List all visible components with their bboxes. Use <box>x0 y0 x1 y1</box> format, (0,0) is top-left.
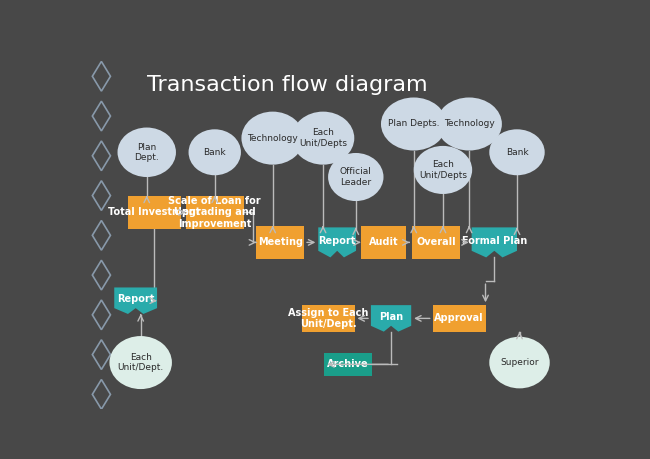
Text: Bank: Bank <box>506 148 528 157</box>
Text: Each
Unit/Depts: Each Unit/Depts <box>419 160 467 179</box>
Text: Each
Unit/Depts: Each Unit/Depts <box>299 129 347 148</box>
Text: Superior: Superior <box>500 358 539 367</box>
Text: Transaction flow diagram: Transaction flow diagram <box>147 74 427 95</box>
Text: Report: Report <box>117 294 154 304</box>
Ellipse shape <box>109 336 172 389</box>
Ellipse shape <box>292 112 354 165</box>
FancyBboxPatch shape <box>361 226 406 259</box>
Text: Technology: Technology <box>247 134 298 143</box>
Text: Formal Plan: Formal Plan <box>462 236 527 246</box>
Text: Bank: Bank <box>203 148 226 157</box>
Text: Plan Depts.: Plan Depts. <box>388 119 439 129</box>
Ellipse shape <box>188 129 241 175</box>
Ellipse shape <box>328 153 384 201</box>
Ellipse shape <box>118 128 176 177</box>
Text: Assign to Each
Unit/Dept.: Assign to Each Unit/Dept. <box>288 308 369 329</box>
FancyBboxPatch shape <box>413 226 460 259</box>
Text: Meeting: Meeting <box>258 237 303 247</box>
Ellipse shape <box>489 129 545 175</box>
Text: Plan: Plan <box>379 312 403 322</box>
Text: Each
Unit/Dept.: Each Unit/Dept. <box>118 353 164 372</box>
Polygon shape <box>371 305 411 332</box>
Text: Official
Leader: Official Leader <box>340 168 372 187</box>
Ellipse shape <box>414 146 472 194</box>
Text: Technology: Technology <box>444 119 495 129</box>
Text: Scale of Loan for
Upgrading and
Improvement: Scale of Loan for Upgrading and Improvem… <box>168 196 261 229</box>
FancyBboxPatch shape <box>186 196 244 229</box>
Text: Overall: Overall <box>417 237 456 247</box>
Polygon shape <box>318 227 356 257</box>
FancyBboxPatch shape <box>433 305 486 332</box>
FancyBboxPatch shape <box>128 196 181 229</box>
Polygon shape <box>472 227 517 257</box>
Ellipse shape <box>381 97 447 151</box>
Text: Total Investment: Total Investment <box>108 207 200 218</box>
FancyBboxPatch shape <box>302 305 354 332</box>
FancyBboxPatch shape <box>256 226 304 259</box>
Ellipse shape <box>489 337 550 388</box>
Text: Audit: Audit <box>369 237 398 247</box>
Text: Plan
Dept.: Plan Dept. <box>135 143 159 162</box>
Polygon shape <box>114 287 157 314</box>
Text: Report: Report <box>318 236 356 246</box>
FancyBboxPatch shape <box>324 353 372 376</box>
Text: Approval: Approval <box>434 313 484 324</box>
Ellipse shape <box>241 112 304 165</box>
Text: Archive: Archive <box>328 359 369 369</box>
Ellipse shape <box>436 97 502 151</box>
